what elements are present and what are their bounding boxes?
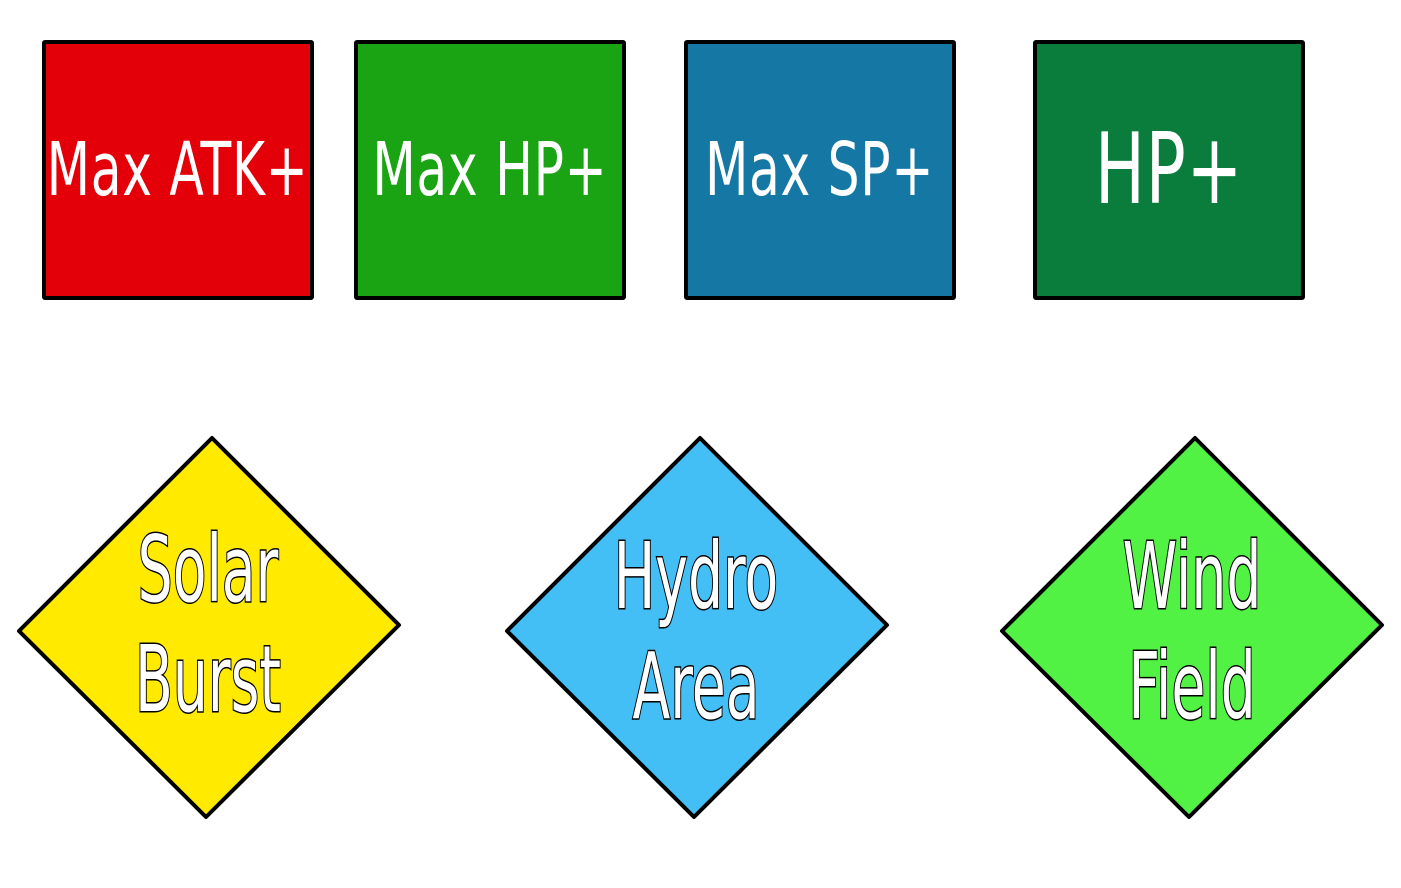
max-sp-label: Max SP+ bbox=[705, 127, 935, 213]
hp-card[interactable]: HP+ bbox=[1033, 40, 1305, 300]
wind-field-diamond[interactable] bbox=[1000, 436, 1384, 819]
max-atk-card[interactable]: Max ATK+ bbox=[42, 40, 314, 300]
max-sp-card[interactable]: Max SP+ bbox=[684, 40, 956, 300]
solar-burst-diamond[interactable] bbox=[17, 436, 401, 819]
max-atk-label: Max ATK+ bbox=[47, 127, 309, 213]
max-hp-card[interactable]: Max HP+ bbox=[354, 40, 626, 300]
max-hp-label: Max HP+ bbox=[372, 127, 608, 213]
hp-label: HP+ bbox=[1094, 113, 1244, 227]
hydro-area-diamond[interactable] bbox=[505, 436, 889, 819]
